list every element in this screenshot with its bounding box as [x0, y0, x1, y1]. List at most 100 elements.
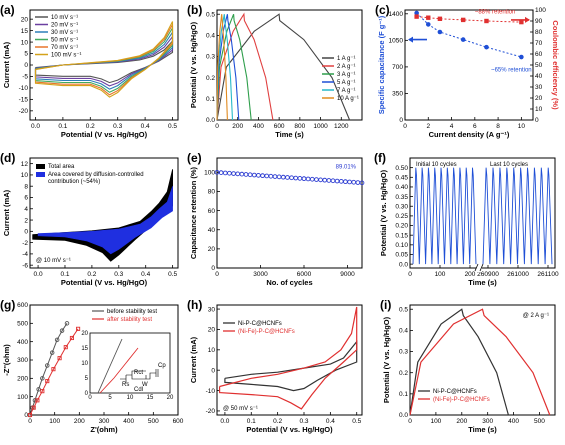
- x-axis-label: Time (s): [468, 278, 497, 287]
- retention-point: [264, 173, 270, 179]
- capacitance-point: [414, 10, 419, 16]
- y-tick-label: -2: [22, 240, 28, 247]
- x-tick-label: 261000: [507, 271, 529, 278]
- legend-label: Total area: [48, 164, 75, 170]
- rate-annotation: @ 10 mV s⁻¹: [36, 258, 71, 264]
- inset-x-tick-label: 10: [127, 395, 134, 401]
- plot-frame: [409, 304, 556, 416]
- y-tick-label: 30: [208, 306, 216, 313]
- legend-label: 50 mV s⁻¹: [51, 38, 78, 44]
- efficiency-point: [426, 15, 431, 20]
- nyquist-point: [64, 321, 70, 326]
- x-tick-label: 0.1: [247, 418, 256, 425]
- y-tick-label: 700: [392, 64, 403, 71]
- efficiency-point: [519, 19, 524, 25]
- chart-h: 0.0 0.1 0.2 0.3 0.4 0.5 -20 -10 0 10 20 30 Potential…: [187, 298, 363, 434]
- y-tick-label: 600: [17, 302, 28, 309]
- nyquist-point: [57, 356, 62, 361]
- x-tick-label: 0: [215, 123, 219, 130]
- x-tick-label: 0.0: [220, 418, 229, 425]
- x-axis-label: Time (s): [275, 130, 304, 139]
- y-tick-label: 0.0: [206, 117, 215, 124]
- x-tick-label: 100: [49, 418, 60, 425]
- y-tick-label: -10: [206, 388, 216, 395]
- retention-point: [293, 175, 299, 181]
- retention-point: [322, 177, 328, 183]
- x-tick-label: 1200: [334, 123, 349, 130]
- y-tick-label: 0.4: [399, 328, 408, 335]
- y-tick-label: 0.5: [399, 306, 408, 313]
- x-tick-label: 0: [215, 271, 219, 278]
- retention-point: [347, 179, 352, 185]
- plot-frame: [29, 157, 179, 269]
- y-tick-label: 0.10: [395, 242, 408, 249]
- rate-annotation: @ 50 mV s⁻¹: [223, 406, 258, 412]
- retention-point: [297, 176, 303, 181]
- legend-label: 20 mV s⁻¹: [51, 23, 78, 29]
- x-tick-label: 0: [28, 418, 32, 425]
- gcd-series-line: [216, 14, 234, 121]
- x-tick-label: 200: [232, 123, 243, 130]
- plot-frame: [404, 9, 534, 121]
- x-tick-label: 6000: [297, 271, 312, 278]
- plot-frame: [216, 9, 363, 121]
- panel-label: (g): [0, 298, 15, 312]
- x-tick-label: 200: [74, 418, 85, 425]
- x-tick-label: 10: [518, 123, 526, 130]
- x-tick-label: 400: [508, 418, 519, 425]
- x-tick-label: 0.5: [168, 123, 177, 130]
- legend-label: Area covered by diffusion-controlled: [48, 172, 144, 178]
- axis-break-mark: [474, 263, 479, 272]
- rate-annotation: @ 2 A g⁻¹: [523, 313, 549, 319]
- circuit-label: Cdl: [134, 387, 143, 393]
- x-tick-label: 2: [426, 123, 430, 130]
- y2-axis-label: Coulombic efficiency (%): [551, 20, 560, 110]
- legend-label: (Ni-Fe)-P-C@HCNFs: [238, 329, 295, 335]
- inset-x-tick-label: 5: [108, 395, 112, 401]
- y-tick-label: 6: [24, 195, 28, 202]
- retention-point: [231, 171, 236, 176]
- x-tick-label: 260900: [477, 271, 499, 278]
- nyquist-point: [35, 398, 40, 403]
- last-cycles-line: [482, 167, 553, 265]
- x-tick-label: 3000: [253, 271, 268, 278]
- y-tick-label: 0.4: [206, 33, 215, 40]
- y-tick-label: 1050: [389, 38, 404, 45]
- gcd-series-line: [216, 12, 274, 121]
- y-tick-label: -20: [206, 408, 216, 415]
- x-tick-label: 0.0: [31, 123, 40, 130]
- y-axis-label: Capacitance retention (%): [189, 166, 198, 259]
- y2-tick-label: 30: [535, 84, 543, 91]
- retention-point: [272, 174, 278, 179]
- retention-point: [227, 170, 232, 176]
- x-tick-label: 400: [123, 418, 134, 425]
- y-tick-label: 8: [24, 183, 28, 190]
- gcd-series-line: [216, 13, 351, 121]
- nyquist-point: [76, 326, 81, 331]
- y-tick-label: 60: [208, 208, 216, 215]
- nyquist-point: [32, 398, 38, 403]
- x-tick-label: 0.1: [58, 123, 67, 130]
- retention-point: [247, 172, 253, 178]
- x-tick-label: 8: [496, 123, 500, 130]
- last-cycles-label: Last 10 cycles: [490, 162, 528, 168]
- inset-x-tick-label: 0: [88, 395, 92, 401]
- nyquist-point: [45, 379, 50, 384]
- nyquist-point: [40, 389, 45, 394]
- efficiency-point: [437, 16, 443, 21]
- inset-y-tick-label: 5: [85, 376, 89, 382]
- y2-tick-label: 0: [535, 117, 539, 124]
- legend-swatch: [36, 172, 45, 177]
- legend-label: 30 mV s⁻¹: [51, 30, 78, 36]
- retention-point: [243, 172, 249, 177]
- legend-label: after stability test: [107, 317, 152, 323]
- chart-a: 0.0 0.1 0.2 0.3 0.4 0.5 -20 -15 -10 -5 0 5 10 15 20 Pot…: [0, 3, 179, 139]
- efficiency-line: [416, 16, 522, 23]
- y2-tick-label: 40: [535, 73, 543, 80]
- y2-tick-label: 90: [535, 18, 543, 25]
- x-tick-label: 500: [534, 418, 545, 425]
- y-tick-label: 400: [17, 339, 28, 346]
- capacitance-point: [460, 37, 466, 42]
- chart-f: 0.0 0.05 0.10 0.15 0.20 0.25 0.30 0.35 0.40 0.45 0…: [374, 151, 559, 287]
